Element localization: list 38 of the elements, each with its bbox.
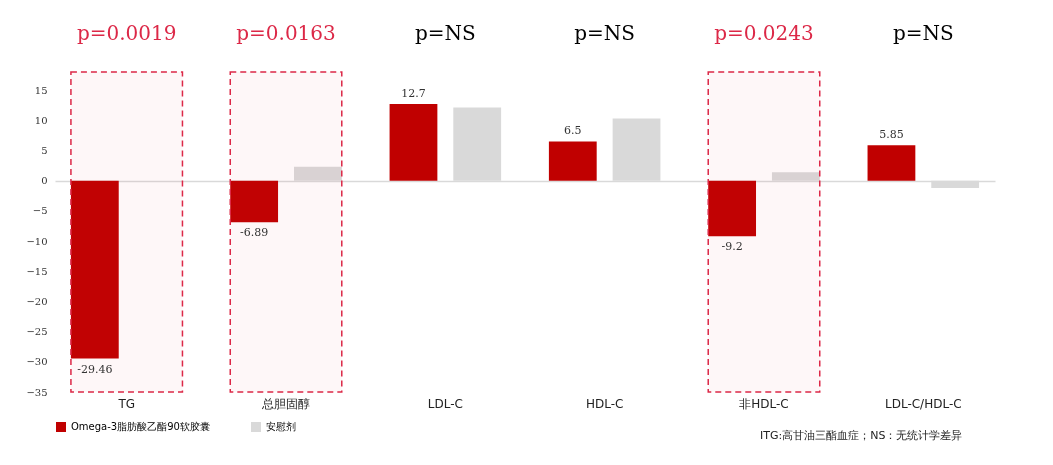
y-tick-label: −5 [32,205,48,217]
text: p=0.0163 [236,21,336,45]
x-tick-label: LDL-C/HDL-C [885,396,962,411]
legend-label: 安慰剂 [266,421,296,432]
x-tick-label: LDL-C [427,396,463,411]
bar [389,104,438,181]
y-tick-label: −15 [26,265,48,277]
data-label: -9.2 [721,240,743,254]
text: p=NS [892,21,954,45]
bar [70,180,119,359]
y-tick-label: 15 [34,84,48,96]
data-label: 12.7 [401,87,426,100]
data-label: 5.85 [879,128,904,142]
y-tick-label: −30 [26,356,48,368]
bar [708,180,757,237]
data-label: -6.89 [240,226,269,240]
bar [548,141,597,181]
bar [867,145,916,181]
text: p=0.0019 [76,21,177,45]
text: p=NS [574,21,636,45]
text: p=NS [414,21,476,45]
y-tick-label: 5 [41,144,48,156]
bar [230,180,279,223]
y-tick-label: 10 [34,114,48,126]
data-label: 6.5 [564,124,582,138]
y-tick-label: −25 [26,326,48,338]
text: p=0.0243 [714,21,814,45]
x-tick-label: 总胆固醇 [261,396,311,411]
y-tick-label: −20 [26,295,48,307]
legend-label: Omega-3脂肪酸乙酯90软胶囊 [71,421,210,432]
x-tick-label: HDL-C [585,396,624,411]
x-tick-label: 非HDL-C [739,396,789,411]
y-tick-label: 0 [41,175,48,187]
x-tick-label: TG [117,396,136,411]
y-tick-label: −35 [26,386,48,398]
data-label: -29.46 [77,362,113,376]
y-tick-label: −10 [26,235,48,247]
text: ITG:高甘油三酯血症；NS：无统计学差异 [760,428,963,443]
